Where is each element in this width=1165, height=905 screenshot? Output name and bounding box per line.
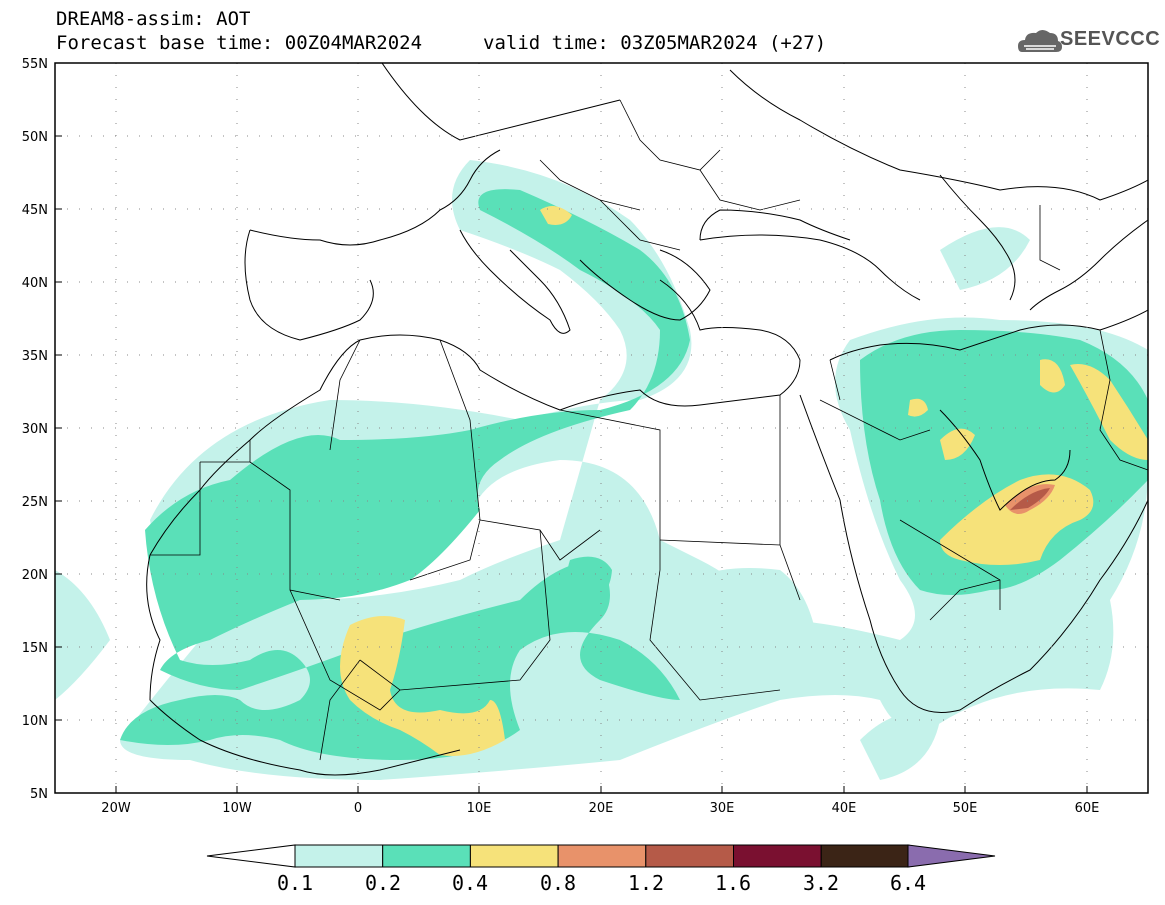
lon-label: 30E [710, 801, 735, 816]
lat-label: 55N [22, 57, 48, 72]
country-borders [150, 99, 1148, 761]
colorbar-level-label: 1.6 [715, 871, 751, 895]
colorbar-box [382, 844, 471, 868]
coastlines [146, 63, 1148, 776]
lon-label: 60E [1075, 801, 1100, 816]
colorbar-level-label: 0.2 [365, 871, 401, 895]
colorbar-under-arrow [206, 844, 296, 868]
lat-label: 30N [22, 422, 48, 437]
colorbar-level-label: 1.2 [628, 871, 664, 895]
cloud-icon [1018, 30, 1062, 52]
lat-label: 5N [30, 787, 48, 802]
colorbar-box [294, 844, 384, 868]
colorbar-box [733, 844, 822, 868]
colorbar-level-label: 0.8 [540, 871, 576, 895]
colorbar-box [820, 844, 910, 868]
colorbar-boxes [294, 844, 910, 868]
axis-ticks [55, 135, 1088, 793]
colorbar-box [645, 844, 734, 868]
lat-label: 40N [22, 276, 48, 291]
colorbar-box [557, 844, 647, 868]
lat-label: 10N [22, 714, 48, 729]
colorbar-level-label: 0.4 [452, 871, 488, 895]
valid-time: valid time: 03Z05MAR2024 (+27) [483, 32, 827, 54]
aot-field [55, 160, 1148, 780]
forecast-base-time: Forecast base time: 00Z04MAR2024 [56, 32, 423, 54]
lat-label: 50N [22, 130, 48, 145]
map-title: DREAM8-assim: AOT [56, 8, 251, 30]
lon-label: 20E [589, 801, 614, 816]
lon-label: 50E [953, 801, 978, 816]
lon-label: 40E [832, 801, 857, 816]
lon-label: 10E [467, 801, 492, 816]
lat-label: 15N [22, 641, 48, 656]
lat-label: 45N [22, 203, 48, 218]
lat-label: 25N [22, 495, 48, 510]
lon-label: 10W [222, 801, 252, 816]
lon-label: 0 [354, 801, 362, 816]
lat-label: 35N [22, 349, 48, 364]
colorbar-level-label: 3.2 [803, 871, 839, 895]
colorbar-level-label: 6.4 [890, 871, 926, 895]
colorbar-box [469, 844, 559, 868]
colorbar-level-label: 0.1 [277, 871, 313, 895]
colorbar-over-arrow [907, 844, 996, 868]
lat-label: 20N [22, 568, 48, 583]
lon-label: 20W [101, 801, 131, 816]
logo-text: SEEVCCC [1060, 28, 1161, 50]
